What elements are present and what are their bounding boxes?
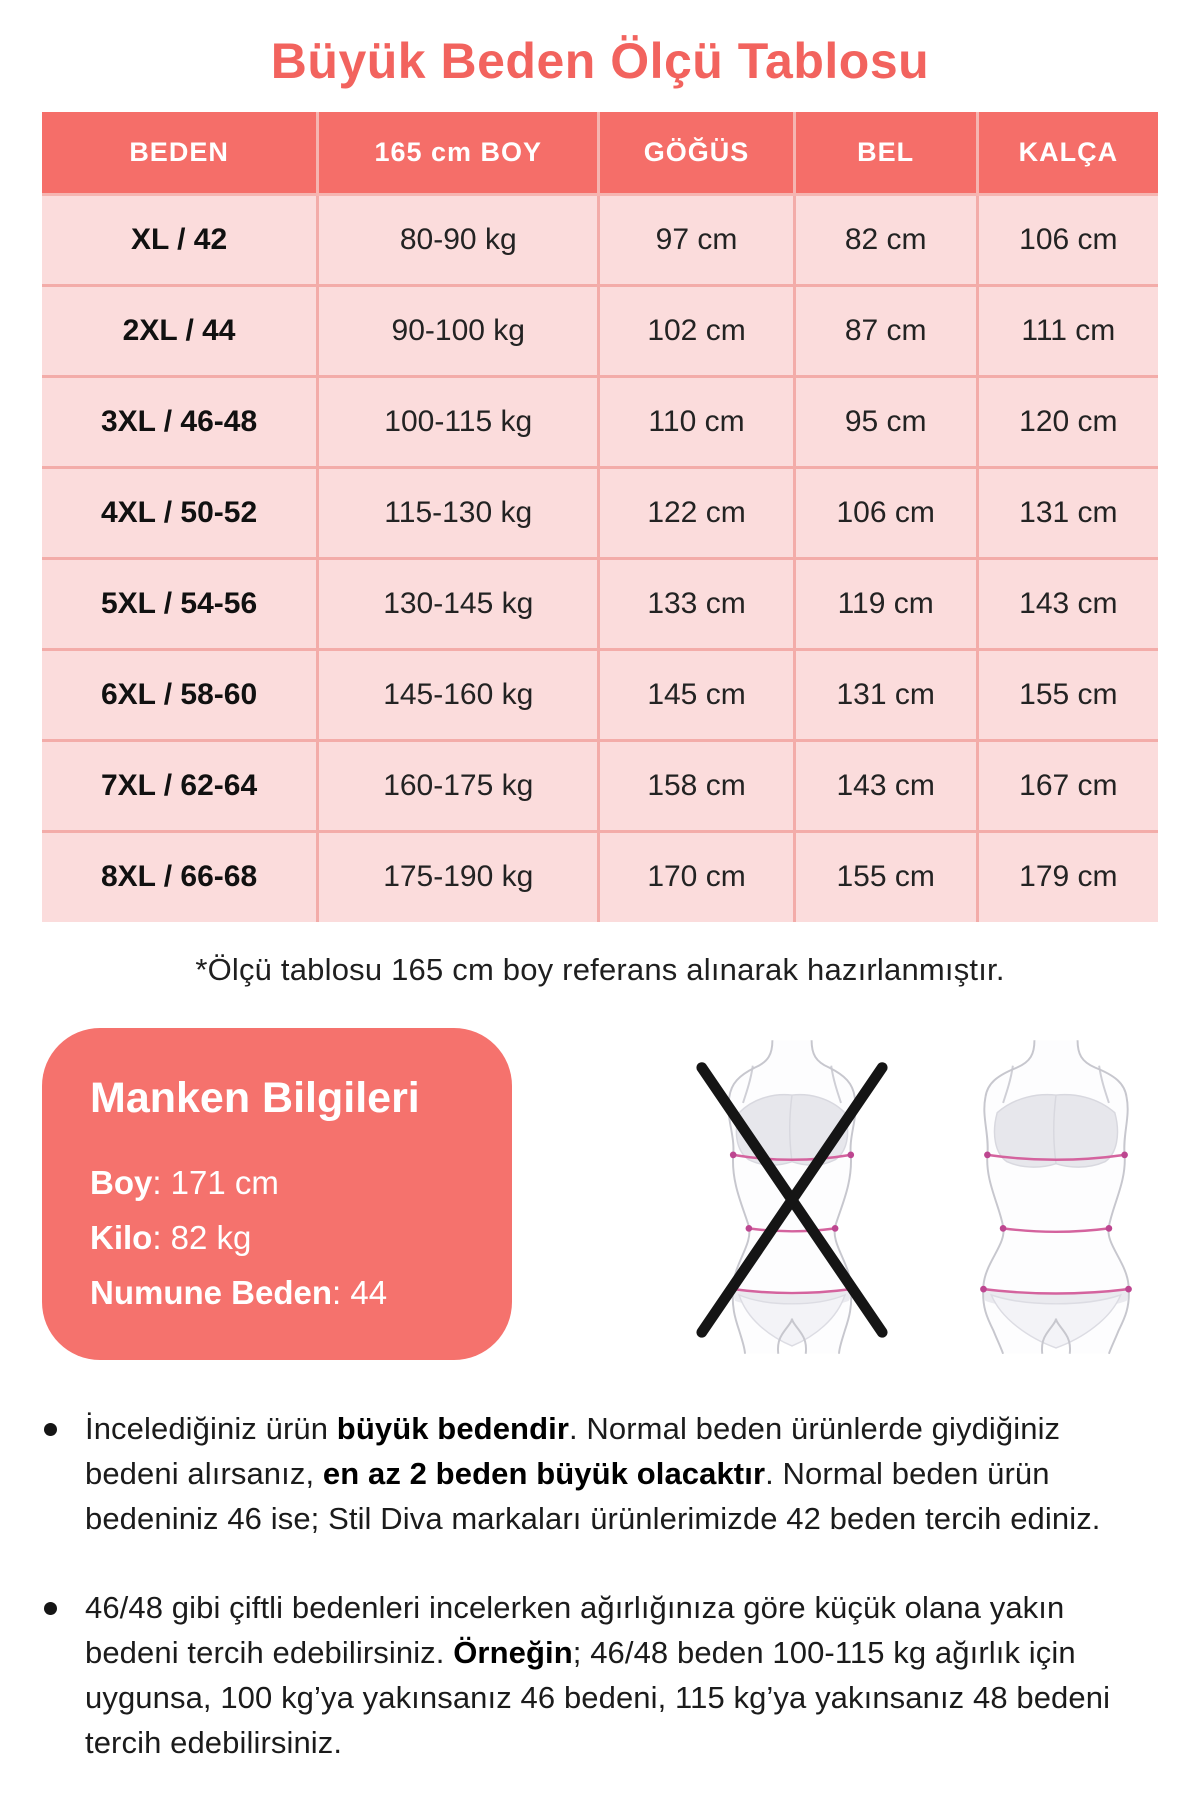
cell-hip: 179 cm bbox=[975, 829, 1158, 922]
note-segment-bold: en az 2 beden büyük olacaktır bbox=[322, 1456, 766, 1491]
x-mark-icon bbox=[696, 1062, 888, 1338]
cell-waist: 131 cm bbox=[792, 647, 979, 742]
model-weight-value: : 82 kg bbox=[152, 1219, 252, 1256]
note-segment: . Normal beden ürün bedeniniz 46 ise; St… bbox=[85, 1456, 1101, 1536]
page-title: Büyük Beden Ölçü Tablosu bbox=[270, 33, 930, 89]
table-row: 5XL / 54-56 130-145 kg 133 cm 119 cm 143… bbox=[42, 556, 1158, 651]
cell-weight: 90-100 kg bbox=[316, 283, 601, 378]
note-text: İncelediğiniz ürün büyük bedendir. Norma… bbox=[85, 1406, 1158, 1541]
cell-hip: 143 cm bbox=[975, 556, 1158, 651]
table-footnote: *Ölçü tablosu 165 cm boy referans alınar… bbox=[195, 952, 1005, 987]
table-row: 6XL / 58-60 145-160 kg 145 cm 131 cm 155… bbox=[42, 647, 1158, 742]
cell-bust: 145 cm bbox=[597, 647, 796, 742]
cell-size: 8XL / 66-68 bbox=[42, 829, 320, 922]
note-text: 46/48 gibi çiftli bedenleri incelerken a… bbox=[85, 1585, 1158, 1765]
model-sample-size-label: Numune Beden bbox=[90, 1274, 333, 1311]
model-info-card: Manken Bilgileri Boy: 171 cm Kilo: 82 kg… bbox=[42, 1028, 512, 1360]
cell-weight: 175-190 kg bbox=[316, 829, 601, 922]
cell-size: 2XL / 44 bbox=[42, 283, 320, 378]
cell-size: 5XL / 54-56 bbox=[42, 556, 320, 651]
cell-hip: 167 cm bbox=[975, 738, 1158, 833]
cell-waist: 155 cm bbox=[792, 829, 979, 922]
table-row: 8XL / 66-68 175-190 kg 170 cm 155 cm 179… bbox=[42, 829, 1158, 922]
body-figures bbox=[694, 1040, 1158, 1354]
cell-size: 6XL / 58-60 bbox=[42, 647, 320, 742]
cell-size: 3XL / 46-48 bbox=[42, 374, 320, 469]
model-info-section: Manken Bilgileri Boy: 171 cm Kilo: 82 kg… bbox=[42, 1028, 1158, 1360]
model-weight-label: Kilo bbox=[90, 1219, 153, 1256]
measure-lines bbox=[983, 1153, 1129, 1295]
cell-weight: 160-175 kg bbox=[316, 738, 601, 833]
model-height-label: Boy bbox=[90, 1164, 153, 1201]
col-header-kalca: KALÇA bbox=[975, 112, 1158, 196]
model-weight-line: Kilo: 82 kg bbox=[90, 1210, 492, 1265]
col-header-bel: BEL bbox=[792, 112, 979, 196]
cell-bust: 110 cm bbox=[597, 374, 796, 469]
table-row: 4XL / 50-52 115-130 kg 122 cm 106 cm 131… bbox=[42, 465, 1158, 560]
cell-size: 4XL / 50-52 bbox=[42, 465, 320, 560]
measure-lines bbox=[732, 1153, 852, 1295]
cell-waist: 95 cm bbox=[792, 374, 979, 469]
cell-hip: 155 cm bbox=[975, 647, 1158, 742]
cell-weight: 115-130 kg bbox=[316, 465, 601, 560]
cell-weight: 145-160 kg bbox=[316, 647, 601, 742]
cell-bust: 170 cm bbox=[597, 829, 796, 922]
cell-bust: 102 cm bbox=[597, 283, 796, 378]
plus-body-figure-svg bbox=[980, 1040, 1132, 1354]
note-segment: . Normal beden ürünlerde giydiğiniz bede… bbox=[85, 1411, 1061, 1491]
cell-waist: 87 cm bbox=[792, 283, 979, 378]
model-height-value: : 171 cm bbox=[152, 1164, 279, 1201]
measure-line-ends bbox=[980, 1151, 1132, 1293]
note-segment-bold: Örneğin bbox=[453, 1635, 573, 1670]
col-header-gogus: GÖĞÜS bbox=[597, 112, 796, 196]
cell-hip: 106 cm bbox=[975, 192, 1158, 287]
cell-weight: 130-145 kg bbox=[316, 556, 601, 651]
cell-hip: 111 cm bbox=[975, 283, 1158, 378]
table-row: 3XL / 46-48 100-115 kg 110 cm 95 cm 120 … bbox=[42, 374, 1158, 469]
note-double-size-tip: 46/48 gibi çiftli bedenleri incelerken a… bbox=[42, 1585, 1158, 1765]
note-segment: İncelediğiniz ürün bbox=[85, 1411, 337, 1446]
notes-section: İncelediğiniz ürün büyük bedendir. Norma… bbox=[42, 1406, 1158, 1765]
size-table: BEDEN 165 cm BOY GÖĞÜS BEL KALÇA XL / 42… bbox=[42, 112, 1158, 922]
note-segment-bold: büyük bedendir bbox=[336, 1411, 569, 1446]
cell-bust: 97 cm bbox=[597, 192, 796, 287]
note-segment: 46/48 gibi çiftli bedenleri incelerken a… bbox=[85, 1590, 1065, 1670]
slim-body-figure-svg bbox=[696, 1040, 888, 1354]
cell-hip: 131 cm bbox=[975, 465, 1158, 560]
cell-hip: 120 cm bbox=[975, 374, 1158, 469]
note-segment: ; 46/48 beden 100-115 kg ağırlık için uy… bbox=[85, 1635, 1111, 1760]
cell-size: XL / 42 bbox=[42, 192, 320, 287]
cell-bust: 122 cm bbox=[597, 465, 796, 560]
col-header-beden: BEDEN bbox=[42, 112, 320, 196]
plus-size-body-figure-icon bbox=[958, 1040, 1154, 1354]
crossed-out-body-figure-icon bbox=[694, 1040, 890, 1354]
cell-weight: 80-90 kg bbox=[316, 192, 601, 287]
bullet-dot-icon bbox=[44, 1602, 57, 1615]
bullet-dot-icon bbox=[44, 1423, 57, 1436]
cell-bust: 158 cm bbox=[597, 738, 796, 833]
model-info-title: Manken Bilgileri bbox=[90, 1074, 420, 1122]
model-sample-size-line: Numune Beden: 44 bbox=[90, 1265, 492, 1320]
cell-waist: 143 cm bbox=[792, 738, 979, 833]
col-header-boy: 165 cm BOY bbox=[316, 112, 601, 196]
model-sample-size-value: : 44 bbox=[332, 1274, 388, 1311]
cell-waist: 106 cm bbox=[792, 465, 979, 560]
cell-bust: 133 cm bbox=[597, 556, 796, 651]
table-row: 7XL / 62-64 160-175 kg 158 cm 143 cm 167… bbox=[42, 738, 1158, 833]
table-header-row: BEDEN 165 cm BOY GÖĞÜS BEL KALÇA bbox=[42, 112, 1158, 196]
cell-waist: 119 cm bbox=[792, 556, 979, 651]
cell-weight: 100-115 kg bbox=[316, 374, 601, 469]
table-row: XL / 42 80-90 kg 97 cm 82 cm 106 cm bbox=[42, 192, 1158, 287]
table-row: 2XL / 44 90-100 kg 102 cm 87 cm 111 cm bbox=[42, 283, 1158, 378]
cell-size: 7XL / 62-64 bbox=[42, 738, 320, 833]
note-size-warning: İncelediğiniz ürün büyük bedendir. Norma… bbox=[42, 1406, 1158, 1541]
cell-waist: 82 cm bbox=[792, 192, 979, 287]
model-height-line: Boy: 171 cm bbox=[90, 1155, 492, 1210]
